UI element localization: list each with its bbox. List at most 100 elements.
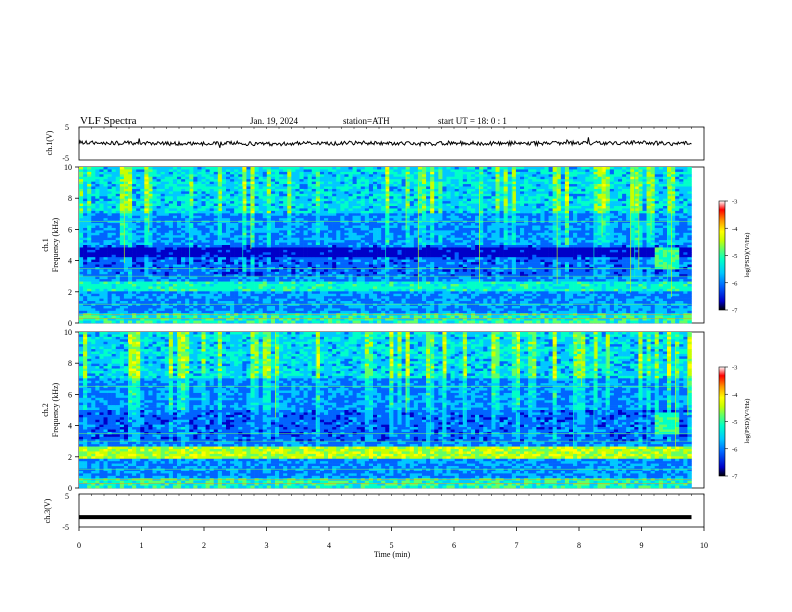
spectrogram-cell bbox=[202, 299, 206, 302]
spectrogram-cell bbox=[308, 167, 312, 170]
spectrogram-cell bbox=[210, 223, 214, 226]
spectrogram-cell bbox=[108, 216, 112, 219]
spectrogram-cell bbox=[128, 286, 132, 289]
spectrogram-cell bbox=[226, 245, 230, 248]
spectrogram-cell bbox=[99, 172, 103, 175]
spectrogram-cell bbox=[95, 301, 99, 304]
spectrogram-cell bbox=[87, 179, 91, 182]
spectrogram-cell bbox=[295, 206, 299, 209]
spectrogram-cell bbox=[193, 189, 197, 192]
spectrogram-cell bbox=[202, 277, 206, 280]
spectrogram-cell bbox=[287, 282, 291, 285]
spectrogram-cell bbox=[295, 226, 299, 229]
spectrogram-cell bbox=[242, 301, 246, 304]
spectrogram-cell bbox=[214, 169, 218, 172]
spectrogram-cell bbox=[136, 286, 140, 289]
spectrogram-cell bbox=[95, 189, 99, 192]
spectrogram-cell bbox=[193, 196, 197, 199]
spectrogram-cell bbox=[132, 279, 136, 282]
spectrogram-cell bbox=[279, 277, 283, 280]
spectrogram-cell bbox=[136, 172, 140, 175]
spectrogram-cell bbox=[279, 279, 283, 282]
spectrogram-cell bbox=[173, 299, 177, 302]
spectrogram-cell bbox=[267, 199, 271, 202]
spectrogram-cell bbox=[120, 211, 124, 214]
spectrogram-cell bbox=[181, 179, 185, 182]
spectrogram-cell bbox=[238, 321, 242, 324]
spectrogram-cell bbox=[197, 228, 201, 231]
spectrogram-cell bbox=[120, 179, 124, 182]
spectrogram-cell bbox=[193, 211, 197, 214]
spectrogram-cell bbox=[87, 274, 91, 277]
spectrogram-cell bbox=[222, 279, 226, 282]
spectrogram-cell bbox=[206, 321, 210, 324]
spectrogram-cell bbox=[246, 279, 250, 282]
spectrogram-cell bbox=[295, 289, 299, 292]
spectrogram-cell bbox=[238, 238, 242, 241]
spectrogram-cell bbox=[308, 191, 312, 194]
spectrogram-cell bbox=[132, 257, 136, 260]
spectrogram-cell bbox=[267, 167, 271, 170]
spectrogram-cell bbox=[271, 189, 275, 192]
spectrogram-cell bbox=[246, 245, 250, 248]
spectrogram-cell bbox=[202, 208, 206, 211]
spectrogram-cell bbox=[271, 262, 275, 265]
spectrogram-cell bbox=[161, 208, 165, 211]
spectrogram-cell bbox=[136, 223, 140, 226]
spectrogram-cell bbox=[116, 296, 120, 299]
spectrogram-cell bbox=[177, 174, 181, 177]
spectrogram-cell bbox=[185, 177, 189, 180]
spectrogram-cell bbox=[263, 233, 267, 236]
spectrogram-cell bbox=[308, 243, 312, 246]
spectrogram-cell bbox=[148, 304, 152, 307]
spectrogram-cell bbox=[304, 306, 308, 309]
spectrogram-cell bbox=[181, 211, 185, 214]
spectrogram-cell bbox=[255, 250, 259, 253]
spectrogram-cell bbox=[140, 257, 144, 260]
spectrogram-cell bbox=[255, 291, 259, 294]
spectrogram-cell bbox=[255, 230, 259, 233]
spectrogram-cell bbox=[112, 238, 116, 241]
spectrogram-cell bbox=[222, 199, 226, 202]
spectrogram-cell bbox=[279, 201, 283, 204]
spectrogram-cell bbox=[238, 235, 242, 238]
spectrogram-cell bbox=[291, 299, 295, 302]
spectrogram-cell bbox=[214, 291, 218, 294]
spectrogram-cell bbox=[153, 265, 157, 268]
spectrogram-cell bbox=[128, 274, 132, 277]
spectrogram-cell bbox=[157, 311, 161, 314]
spectrogram-cell bbox=[275, 204, 279, 207]
spectrogram-cell bbox=[222, 277, 226, 280]
spectrogram-cell bbox=[136, 194, 140, 197]
spectrogram-cell bbox=[165, 243, 169, 246]
spectrogram-cell bbox=[87, 277, 91, 280]
spectrogram-cell bbox=[210, 179, 214, 182]
spectrogram-cell bbox=[95, 260, 99, 263]
spectrogram-cell bbox=[222, 304, 226, 307]
spectrogram-cell bbox=[99, 291, 103, 294]
spectrogram-cell bbox=[153, 286, 157, 289]
spectrogram-cell bbox=[283, 274, 287, 277]
spectrogram-cell bbox=[210, 189, 214, 192]
spectrogram-cell bbox=[246, 306, 250, 309]
spectrogram-cell bbox=[177, 243, 181, 246]
spectrogram-cell bbox=[226, 262, 230, 265]
spectrogram-cell bbox=[291, 213, 295, 216]
spectrogram-cell bbox=[185, 179, 189, 182]
spectrogram-cell bbox=[283, 204, 287, 207]
spectrogram-cell bbox=[214, 228, 218, 231]
spectrogram-cell bbox=[234, 284, 238, 287]
spectrogram-cell bbox=[210, 260, 214, 263]
spectrogram-cell bbox=[87, 308, 91, 311]
spectrogram-cell bbox=[230, 228, 234, 231]
spectrogram-cell bbox=[263, 240, 267, 243]
spectrogram-cell bbox=[308, 238, 312, 241]
spectrogram-cell bbox=[185, 213, 189, 216]
spectrogram-cell bbox=[157, 304, 161, 307]
spectrogram-cell bbox=[259, 262, 263, 265]
spectrogram-cell bbox=[206, 223, 210, 226]
spectrogram-cell bbox=[259, 250, 263, 253]
spectrogram-cell bbox=[112, 199, 116, 202]
spectrogram-cell bbox=[230, 262, 234, 265]
spectrogram-cell bbox=[308, 296, 312, 299]
